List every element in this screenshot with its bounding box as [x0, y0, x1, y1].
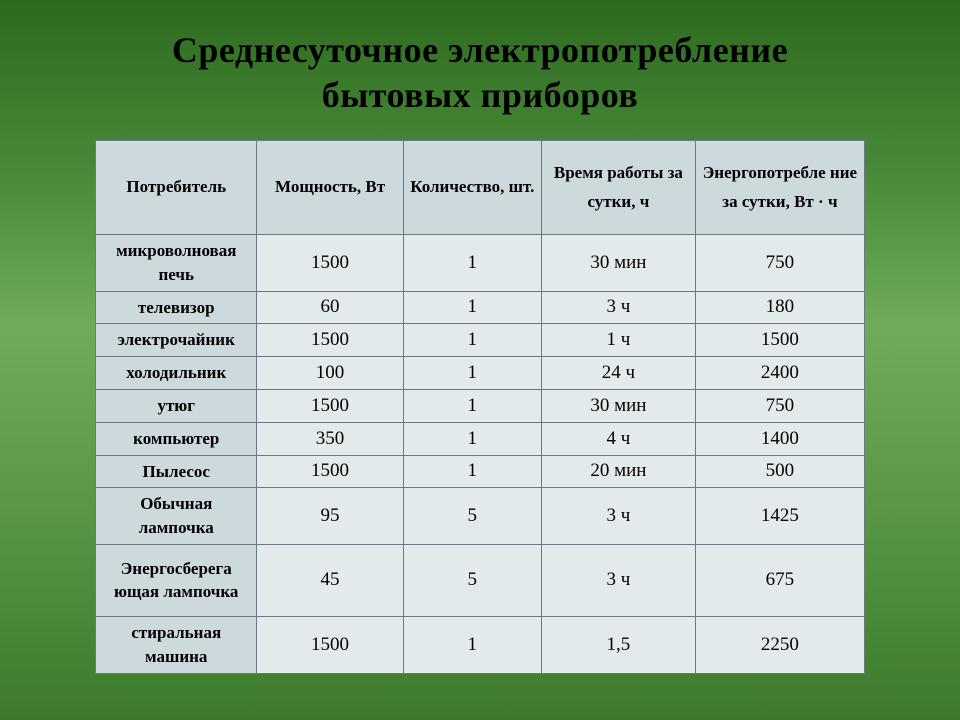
- col-energy: Энергопотребле ние за сутки, Вт · ч: [695, 141, 864, 235]
- table-container: Потребитель Мощность, Вт Количество, шт.…: [95, 140, 865, 674]
- cell-quantity: 1: [403, 235, 541, 292]
- cell-consumer: Обычная лампочка: [96, 488, 257, 545]
- cell-energy: 750: [695, 235, 864, 292]
- cell-energy: 180: [695, 291, 864, 324]
- cell-power: 1500: [257, 389, 403, 422]
- cell-consumer: стиральная машина: [96, 616, 257, 673]
- cell-time: 1 ч: [542, 324, 696, 357]
- cell-energy: 675: [695, 544, 864, 616]
- cell-energy: 2400: [695, 357, 864, 390]
- cell-quantity: 1: [403, 357, 541, 390]
- cell-quantity: 1: [403, 455, 541, 488]
- table-row: стиральная машина150011,52250: [96, 616, 865, 673]
- cell-time: 20 мин: [542, 455, 696, 488]
- cell-quantity: 1: [403, 324, 541, 357]
- table-body: микроволновая печь1500130 мин750телевизо…: [96, 235, 865, 674]
- cell-time: 30 мин: [542, 235, 696, 292]
- cell-time: 3 ч: [542, 544, 696, 616]
- cell-time: 24 ч: [542, 357, 696, 390]
- title-line-2: бытовых приборов: [322, 75, 639, 115]
- cell-quantity: 5: [403, 488, 541, 545]
- consumption-table: Потребитель Мощность, Вт Количество, шт.…: [95, 140, 865, 674]
- table-row: холодильник100124 ч2400: [96, 357, 865, 390]
- cell-quantity: 1: [403, 291, 541, 324]
- col-consumer: Потребитель: [96, 141, 257, 235]
- cell-energy: 1425: [695, 488, 864, 545]
- cell-quantity: 1: [403, 389, 541, 422]
- cell-power: 1500: [257, 235, 403, 292]
- cell-power: 1500: [257, 455, 403, 488]
- cell-consumer: электрочайник: [96, 324, 257, 357]
- cell-power: 100: [257, 357, 403, 390]
- cell-power: 1500: [257, 616, 403, 673]
- table-row: микроволновая печь1500130 мин750: [96, 235, 865, 292]
- cell-consumer: Пылесос: [96, 455, 257, 488]
- cell-time: 4 ч: [542, 422, 696, 455]
- col-time: Время работы за сутки, ч: [542, 141, 696, 235]
- table-row: Энергосберега ющая лампочка4553 ч675: [96, 544, 865, 616]
- table-row: утюг1500130 мин750: [96, 389, 865, 422]
- table-row: телевизор6013 ч180: [96, 291, 865, 324]
- cell-consumer: микроволновая печь: [96, 235, 257, 292]
- cell-consumer: холодильник: [96, 357, 257, 390]
- cell-consumer: утюг: [96, 389, 257, 422]
- col-power: Мощность, Вт: [257, 141, 403, 235]
- table-row: компьютер35014 ч1400: [96, 422, 865, 455]
- cell-power: 60: [257, 291, 403, 324]
- cell-energy: 2250: [695, 616, 864, 673]
- page-title: Среднесуточное электропотребление бытовы…: [60, 28, 900, 118]
- table-row: Пылесос1500120 мин500: [96, 455, 865, 488]
- cell-consumer: компьютер: [96, 422, 257, 455]
- cell-time: 3 ч: [542, 291, 696, 324]
- cell-time: 3 ч: [542, 488, 696, 545]
- cell-power: 1500: [257, 324, 403, 357]
- cell-quantity: 1: [403, 616, 541, 673]
- cell-quantity: 1: [403, 422, 541, 455]
- cell-energy: 750: [695, 389, 864, 422]
- cell-power: 95: [257, 488, 403, 545]
- slide: { "title_line1": "Среднесуточное электро…: [0, 0, 960, 720]
- table-row: Обычная лампочка9553 ч1425: [96, 488, 865, 545]
- cell-consumer: телевизор: [96, 291, 257, 324]
- cell-energy: 1400: [695, 422, 864, 455]
- cell-quantity: 5: [403, 544, 541, 616]
- title-line-1: Среднесуточное электропотребление: [172, 30, 788, 70]
- cell-energy: 1500: [695, 324, 864, 357]
- table-row: электрочайник150011 ч1500: [96, 324, 865, 357]
- cell-consumer: Энергосберега ющая лампочка: [96, 544, 257, 616]
- cell-energy: 500: [695, 455, 864, 488]
- cell-power: 45: [257, 544, 403, 616]
- cell-time: 30 мин: [542, 389, 696, 422]
- cell-time: 1,5: [542, 616, 696, 673]
- cell-power: 350: [257, 422, 403, 455]
- col-quantity: Количество, шт.: [403, 141, 541, 235]
- table-header-row: Потребитель Мощность, Вт Количество, шт.…: [96, 141, 865, 235]
